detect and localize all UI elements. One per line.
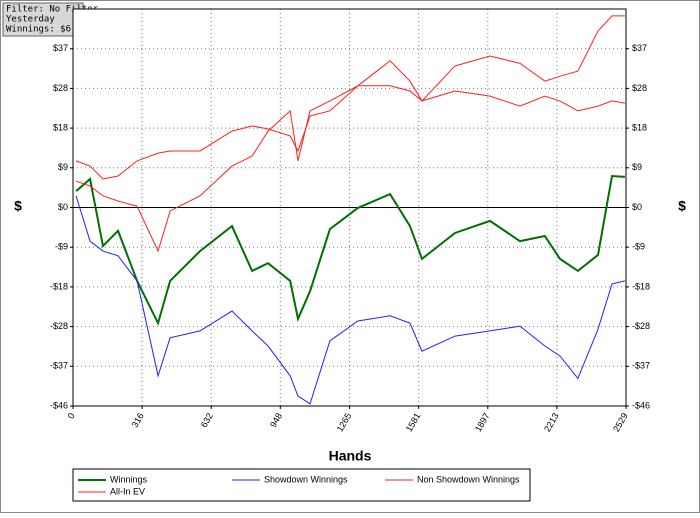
plot-border bbox=[72, 8, 627, 407]
y-tick-label: -$9 bbox=[55, 242, 68, 252]
y2-axis-label: $ bbox=[678, 198, 686, 214]
series-line bbox=[75, 195, 626, 405]
y-tick-label: -$37 bbox=[50, 361, 68, 371]
y-tick-label: -$18 bbox=[50, 281, 68, 291]
info-period: Yesterday bbox=[6, 15, 55, 25]
series-line bbox=[75, 85, 625, 253]
y2-tick-label: -$18 bbox=[632, 281, 650, 291]
y2-tick-label: -$9 bbox=[632, 242, 645, 252]
x-tick-label: 0 bbox=[66, 411, 77, 420]
y2-tick-label: -$28 bbox=[632, 321, 650, 331]
y-tick-label: $0 bbox=[58, 202, 68, 212]
legend-label: Showdown Winnings bbox=[264, 474, 348, 484]
info-filter: Filter: No Filter bbox=[6, 5, 99, 15]
legend-label: Winnings bbox=[110, 474, 148, 484]
y-tick-label: $9 bbox=[58, 162, 68, 172]
y-axis-label: $ bbox=[14, 198, 22, 214]
y-tick-label: $28 bbox=[53, 83, 68, 93]
series-line bbox=[75, 15, 625, 180]
x-axis-label: Hands bbox=[329, 448, 372, 464]
y2-tick-label: $9 bbox=[632, 162, 642, 172]
info-winnings: Winnings: $6.73 bbox=[6, 25, 87, 35]
y2-tick-label: $0 bbox=[632, 202, 642, 212]
legend bbox=[72, 468, 531, 502]
y2-tick-label: $18 bbox=[632, 122, 647, 132]
y-tick-label: -$46 bbox=[50, 400, 68, 410]
info-bg bbox=[2, 2, 84, 37]
y2-tick-label: $28 bbox=[632, 83, 647, 93]
y2-tick-label: -$37 bbox=[632, 361, 650, 371]
y2-tick-label: -$46 bbox=[632, 400, 650, 410]
y2-tick-label: $37 bbox=[632, 43, 647, 53]
y-tick-label: $37 bbox=[53, 43, 68, 53]
y-tick-label: -$28 bbox=[50, 321, 68, 331]
legend-label: All-In EV bbox=[110, 486, 145, 496]
series-line bbox=[75, 174, 625, 326]
info-box: Filter: No Filter Yesterday Winnings: $6… bbox=[2, 2, 99, 37]
y-tick-label: $18 bbox=[53, 122, 68, 132]
legend-label: Non Showdown Winnings bbox=[417, 474, 520, 484]
